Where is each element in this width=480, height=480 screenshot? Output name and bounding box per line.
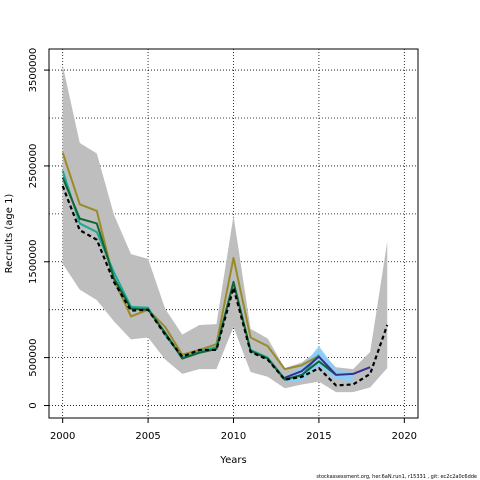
y-tick-label: 1500000 (28, 239, 39, 284)
x-tick-label: 2020 (392, 431, 417, 442)
y-axis: 0 500000 1500000 2500000 3500000 (28, 48, 50, 409)
x-tick-label: 2010 (221, 431, 246, 442)
footer-note: stockassessment.org, her.6aN.run1, r1533… (316, 474, 477, 480)
x-tick-label: 2015 (306, 431, 331, 442)
series-line-black (61, 185, 389, 387)
x-axis: 2000 2005 2010 2015 2020 (50, 417, 417, 442)
y-tick-label: 3500000 (28, 48, 39, 93)
series-line-darkgreen (61, 177, 337, 381)
x-tick-label: 2005 (135, 431, 160, 442)
y-tick-label: 0 (28, 402, 39, 408)
confidence-band (62, 65, 388, 393)
y-tick-label: 500000 (28, 339, 39, 377)
y-axis-title: Recruits (age 1) (4, 194, 15, 274)
series-line-purple (284, 355, 371, 379)
x-axis-title: Years (219, 455, 246, 466)
series-line-olive (61, 152, 320, 371)
series-layer (61, 152, 389, 387)
confidence-band-layer (62, 65, 388, 393)
x-tick-label: 2000 (50, 431, 75, 442)
y-tick-label: 2500000 (28, 144, 39, 189)
